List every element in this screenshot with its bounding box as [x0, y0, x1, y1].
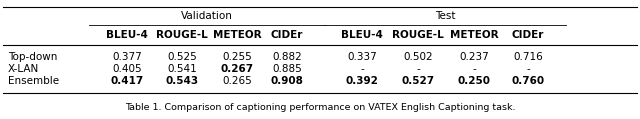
Text: -: - — [360, 64, 364, 74]
Text: -: - — [526, 64, 530, 74]
Text: Validation: Validation — [181, 11, 233, 21]
Text: 0.267: 0.267 — [220, 64, 253, 74]
Text: 0.525: 0.525 — [167, 52, 197, 62]
Text: METEOR: METEOR — [212, 30, 261, 40]
Text: 0.760: 0.760 — [511, 76, 545, 86]
Text: 0.527: 0.527 — [401, 76, 435, 86]
Text: Table 1. Comparison of captioning performance on VATEX English Captioning task.: Table 1. Comparison of captioning perfor… — [125, 104, 515, 112]
Text: Top-down: Top-down — [8, 52, 58, 62]
Text: 0.377: 0.377 — [112, 52, 142, 62]
Text: 0.716: 0.716 — [513, 52, 543, 62]
Text: Test: Test — [435, 11, 455, 21]
Text: 0.255: 0.255 — [222, 52, 252, 62]
Text: 0.908: 0.908 — [271, 76, 303, 86]
Text: 0.237: 0.237 — [459, 52, 489, 62]
Text: ROUGE-L: ROUGE-L — [392, 30, 444, 40]
Text: 0.543: 0.543 — [165, 76, 198, 86]
Text: 0.502: 0.502 — [403, 52, 433, 62]
Text: CIDEr: CIDEr — [512, 30, 544, 40]
Text: X-LAN: X-LAN — [8, 64, 39, 74]
Text: 0.882: 0.882 — [272, 52, 302, 62]
Text: METEOR: METEOR — [450, 30, 499, 40]
Text: ROUGE-L: ROUGE-L — [156, 30, 208, 40]
Text: BLEU-4: BLEU-4 — [106, 30, 148, 40]
Text: -: - — [416, 64, 420, 74]
Text: 0.265: 0.265 — [222, 76, 252, 86]
Text: 0.541: 0.541 — [167, 64, 197, 74]
Text: -: - — [472, 64, 476, 74]
Text: 0.405: 0.405 — [112, 64, 142, 74]
Text: 0.250: 0.250 — [458, 76, 490, 86]
Text: 0.885: 0.885 — [272, 64, 302, 74]
Text: BLEU-4: BLEU-4 — [341, 30, 383, 40]
Text: 0.417: 0.417 — [110, 76, 143, 86]
Text: CIDEr: CIDEr — [271, 30, 303, 40]
Text: Ensemble: Ensemble — [8, 76, 59, 86]
Text: 0.337: 0.337 — [347, 52, 377, 62]
Text: 0.392: 0.392 — [346, 76, 378, 86]
